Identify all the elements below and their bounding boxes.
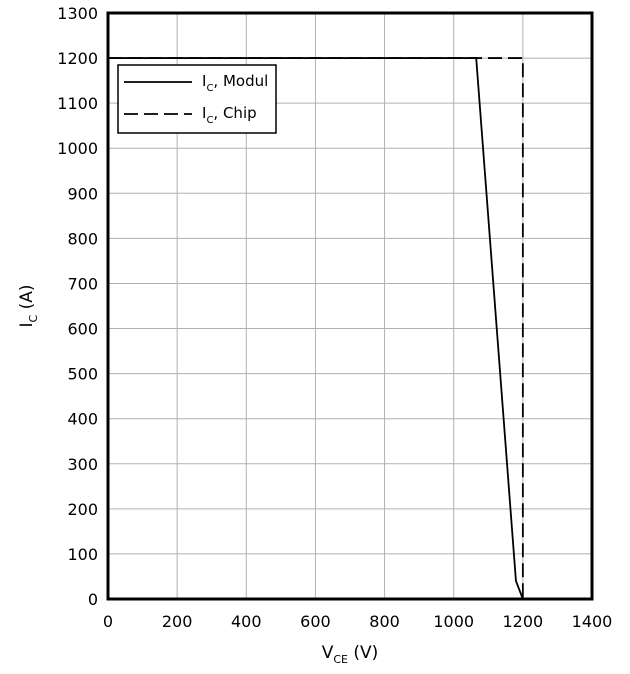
x-tick-label: 200 [162, 612, 193, 631]
tick-labels: 0 200 400 600 800 1000 1200 1400 0 100 200 300 400 50… [57, 4, 612, 631]
y-tick-label: 100 [67, 545, 98, 564]
x-tick-label: 0 [103, 612, 113, 631]
legend-entry-modul-subscript: C [206, 83, 213, 94]
x-tick-label: 800 [369, 612, 400, 631]
x-tick-label: 1400 [572, 612, 613, 631]
legend-entry-modul-main: I [202, 72, 206, 90]
legend-entry-chip-subscript: C [206, 115, 213, 126]
legend-entry-chip: IC, Chip [202, 104, 257, 126]
legend-box [117, 64, 277, 134]
y-tick-label: 1200 [57, 49, 98, 68]
x-tick-label: 400 [231, 612, 262, 631]
y-tick-label: 600 [67, 320, 98, 339]
y-tick-label: 200 [67, 500, 98, 519]
y-tick-label: 1300 [57, 4, 98, 23]
y-axis-title-unit: (A) [17, 284, 37, 314]
legend-entry-modul-suffix: , Modul [213, 72, 268, 90]
y-axis-title: IC (A) [17, 284, 40, 327]
x-axis-title-main: V [322, 643, 334, 663]
legend: IC, Modul IC, Chip [117, 64, 277, 134]
legend-entry-chip-main: I [202, 104, 206, 122]
x-tick-label: 1200 [502, 612, 543, 631]
y-axis-title-main: I [17, 322, 37, 327]
y-tick-label: 0 [88, 590, 98, 609]
x-axis-title-subscript: CE [333, 653, 348, 666]
y-tick-label: 400 [67, 410, 98, 429]
y-axis-title-subscript: C [27, 314, 40, 322]
series-layer [108, 57, 524, 600]
x-tick-label: 1000 [433, 612, 474, 631]
y-tick-label: 900 [67, 184, 98, 203]
legend-entry-modul: IC, Modul [202, 72, 268, 94]
x-tick-label: 600 [300, 612, 331, 631]
y-tick-label: 500 [67, 365, 98, 384]
legend-entry-chip-suffix: , Chip [213, 104, 256, 122]
y-tick-label: 300 [67, 455, 98, 474]
y-tick-label: 1100 [57, 94, 98, 113]
y-tick-label: 700 [67, 274, 98, 293]
y-tick-label: 1000 [57, 139, 98, 158]
plot-frame [106, 11, 594, 601]
y-tick-label: 800 [67, 229, 98, 248]
x-axis-title-unit: (V) [348, 643, 378, 663]
x-axis-title: VCE (V) [322, 643, 379, 666]
